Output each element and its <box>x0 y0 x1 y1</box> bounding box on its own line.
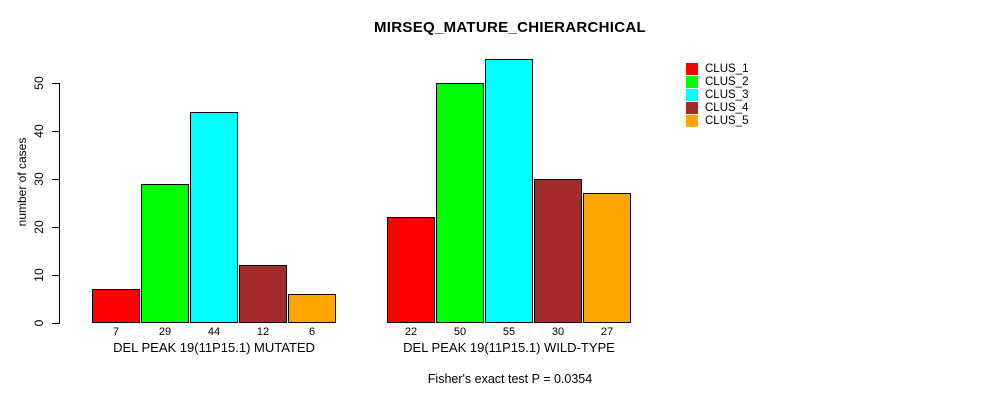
legend-swatch-clus_4 <box>686 102 698 114</box>
y-tick-mark <box>52 275 60 276</box>
bar-clus_2 <box>141 184 189 323</box>
bar-clus_1 <box>387 217 435 323</box>
bar-clus_1 <box>92 289 140 323</box>
legend-item: CLUS_5 <box>686 115 748 127</box>
legend-swatch-clus_3 <box>686 89 698 101</box>
legend-swatch-clus_2 <box>686 76 698 88</box>
y-tick-label: 30 <box>32 172 46 186</box>
bar-value-label: 27 <box>600 326 614 338</box>
legend-item: CLUS_2 <box>686 76 748 88</box>
y-tick-label: 50 <box>32 76 46 90</box>
y-tick-label: 20 <box>32 220 46 234</box>
bar-value-label: 6 <box>308 326 316 338</box>
bar-value-label: 44 <box>207 326 221 338</box>
bar-value-label: 22 <box>404 326 418 338</box>
y-tick-mark <box>52 131 60 132</box>
y-tick-mark <box>52 83 60 84</box>
bar-clus_3 <box>485 59 533 323</box>
bar-value-label: 30 <box>551 326 565 338</box>
legend-swatch-clus_5 <box>686 115 698 127</box>
legend-label: CLUS_2 <box>705 76 749 88</box>
y-axis-label: number of cases <box>15 137 29 227</box>
legend-item: CLUS_1 <box>686 63 748 75</box>
bar-clus_5 <box>288 294 336 323</box>
y-tick-label: 0 <box>32 319 46 327</box>
bar-clus_2 <box>436 83 484 323</box>
annotation-text: Fisher's exact test P = 0.0354 <box>427 372 593 386</box>
bar-value-label: 7 <box>112 326 120 338</box>
legend-label: CLUS_1 <box>705 63 749 75</box>
legend-item: CLUS_3 <box>686 89 748 101</box>
legend-item: CLUS_4 <box>686 102 748 114</box>
bar-clus_3 <box>190 112 238 323</box>
legend-label: CLUS_5 <box>705 115 749 127</box>
y-tick-mark <box>52 227 60 228</box>
bar-value-label: 50 <box>453 326 467 338</box>
bar-clus_4 <box>239 265 287 323</box>
group-axis-label: DEL PEAK 19(11P15.1) WILD-TYPE <box>403 340 615 355</box>
y-tick-label: 10 <box>32 268 46 282</box>
legend: CLUS_1 CLUS_2 CLUS_3 CLUS_4 CLUS_5 <box>686 63 748 128</box>
bar-value-label: 55 <box>502 326 516 338</box>
bar-value-label: 12 <box>256 326 270 338</box>
legend-label: CLUS_3 <box>705 89 749 101</box>
y-axis-line <box>59 83 60 324</box>
legend-swatch-clus_1 <box>686 63 698 75</box>
bar-value-label: 29 <box>158 326 172 338</box>
y-tick-mark <box>52 179 60 180</box>
y-tick-label: 40 <box>32 124 46 138</box>
chart-title: MIRSEQ_MATURE_CHIERARCHICAL <box>374 19 646 36</box>
legend-label: CLUS_4 <box>705 102 749 114</box>
y-tick-mark <box>52 323 60 324</box>
group-axis-label: DEL PEAK 19(11P15.1) MUTATED <box>113 340 315 355</box>
bar-clus_4 <box>534 179 582 323</box>
bar-clus_5 <box>583 193 631 323</box>
